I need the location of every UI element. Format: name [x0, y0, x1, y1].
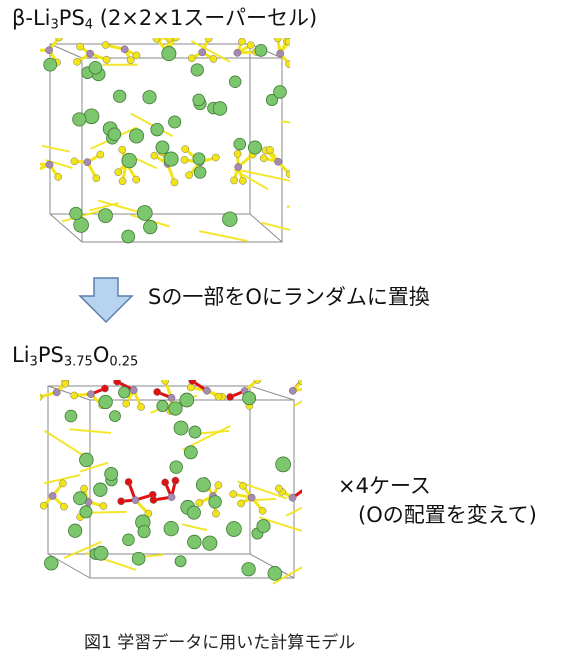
down-arrow-icon: [78, 276, 134, 324]
top-structure-title: β-Li3PS4 (2×2×1スーパーセル): [12, 2, 317, 32]
atom-layer: [40, 38, 290, 243]
beta-li3ps4-supercell: [40, 38, 290, 250]
cases-note-text: (Oの配置を変えて): [358, 499, 537, 529]
li3ps375o025-supercell: [40, 380, 302, 585]
atom-layer: [40, 380, 302, 580]
substitution-text: Sの一部をOにランダムに置換: [148, 281, 430, 311]
cases-count-text: ×4ケース: [338, 470, 431, 500]
bottom-structure-title: Li3PS3.75O0.25: [12, 343, 138, 367]
figure-caption: 図1 学習データに用いた計算モデル: [84, 628, 355, 653]
